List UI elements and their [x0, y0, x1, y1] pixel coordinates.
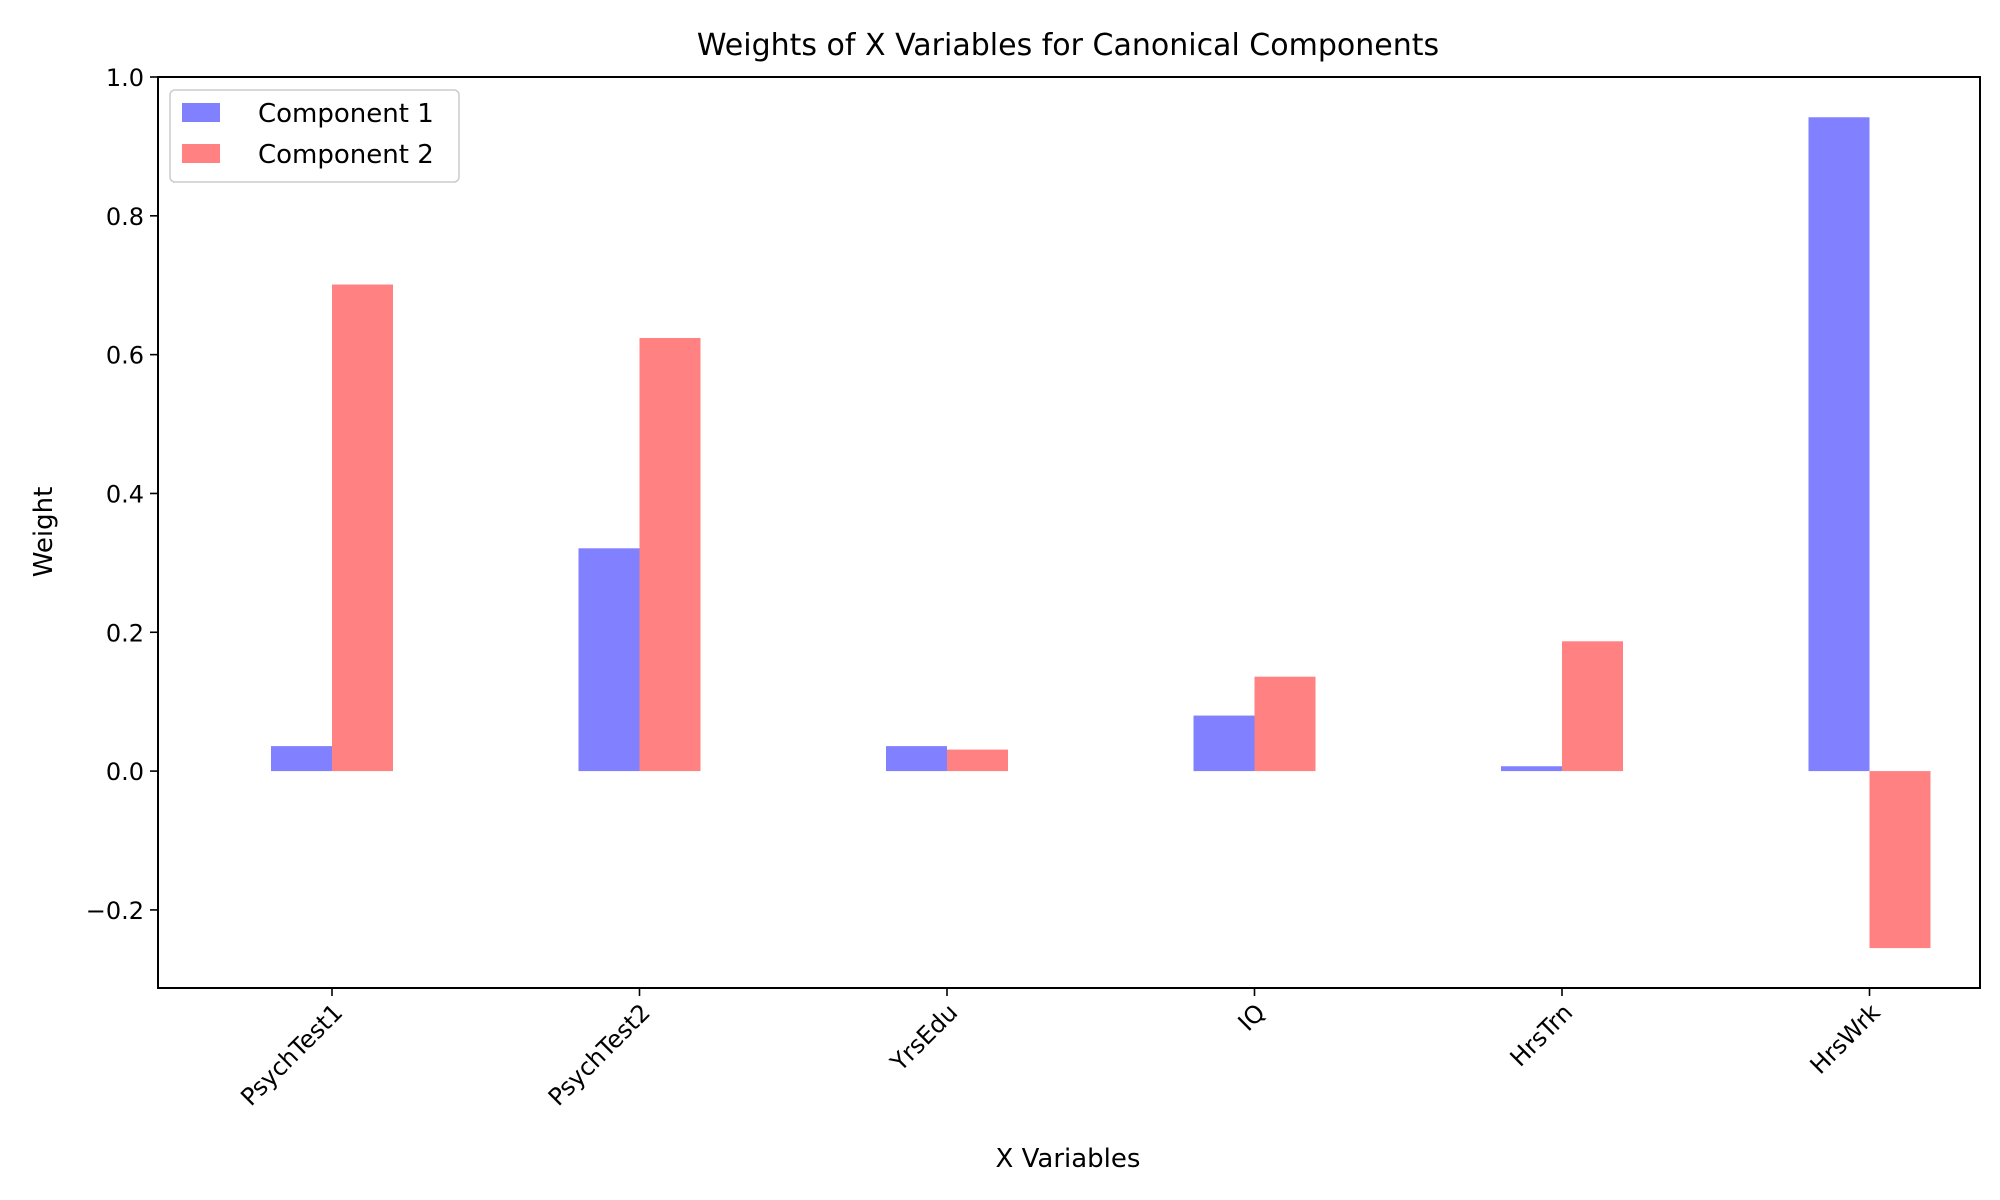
bar-component-2-hrswrk: [1869, 771, 1931, 949]
y-tick-label: −0.2: [86, 897, 144, 925]
bar-component-2-hrstrn: [1562, 641, 1623, 772]
legend-swatch-component-1: [182, 103, 220, 122]
bar-component-1-psychtest2: [578, 548, 640, 772]
y-tick-label: 0.2: [106, 619, 144, 647]
y-tick-label: 1.0: [106, 64, 144, 92]
y-tick-label: 0.4: [106, 480, 144, 508]
bar-component-1-hrswrk: [1808, 117, 1870, 772]
legend-box: [169, 89, 460, 183]
x-axis-label: X Variables: [996, 1144, 1141, 1174]
bar-component-1-yrsedu: [886, 746, 947, 772]
chart-title: Weights of X Variables for Canonical Com…: [697, 28, 1439, 63]
y-tick-label: 0.0: [106, 758, 144, 786]
legend-swatch-component-2: [182, 144, 220, 163]
y-tick-label: 0.8: [106, 203, 144, 231]
plot-frame: [157, 76, 1981, 989]
y-axis-ticks: −0.2 0.0 0.2 0.4 0.6 0.8 1.0: [86, 64, 158, 925]
y-axis-label: Weight: [29, 487, 59, 578]
bar-component-1-hrstrn: [1501, 766, 1562, 772]
legend-label-component-2: Component 2: [258, 140, 434, 170]
bars-group: [271, 117, 1931, 949]
bar-component-2-iq: [1254, 676, 1316, 772]
bar-component-1-iq: [1193, 715, 1255, 772]
bar-component-2-psychtest1: [332, 284, 393, 772]
legend-label-component-1: Component 1: [258, 99, 434, 129]
bar-component-2-psychtest2: [639, 337, 701, 772]
bar-component-1-psychtest1: [271, 746, 332, 772]
legend: Component 1 Component 2: [169, 89, 460, 183]
y-tick-label: 0.6: [106, 342, 144, 370]
bar-component-2-yrsedu: [947, 749, 1008, 772]
